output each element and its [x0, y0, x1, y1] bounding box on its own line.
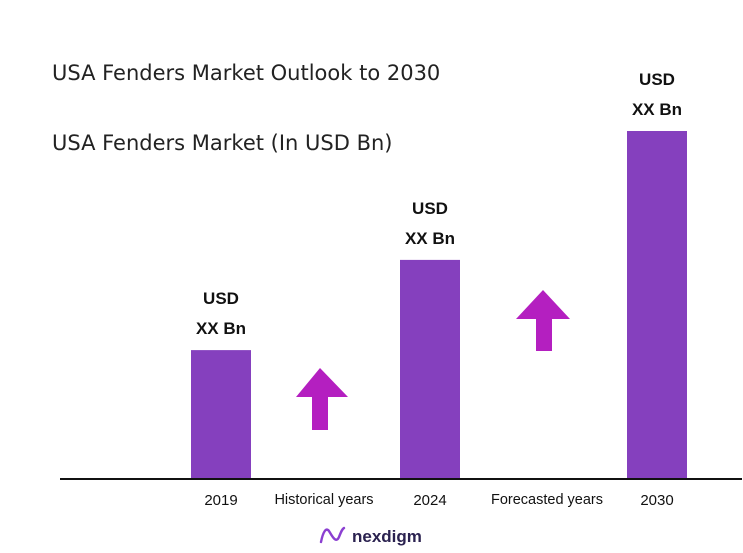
growth-arrow-forecast — [516, 290, 570, 351]
bar-value-label-2030-line2: XX Bn — [632, 100, 682, 119]
period-label-forecast: Forecasted years — [491, 492, 603, 508]
bar-value-label-2030-line1: USD — [639, 70, 675, 89]
chart-title: USA Fenders Market Outlook to 2030 — [52, 61, 440, 85]
x-tick-label-2024: 2024 — [413, 492, 446, 509]
bar-2019 — [191, 350, 251, 479]
value-labels-group: USD XX Bn USD XX Bn USD XX Bn — [196, 70, 682, 338]
bar-value-label-2019-line2: XX Bn — [196, 319, 246, 338]
growth-arrow-historical — [296, 368, 348, 430]
bar-value-label-2024-line2: XX Bn — [405, 229, 455, 248]
bar-value-label-2019-line1: USD — [203, 289, 239, 308]
nexdigm-logo-icon — [319, 526, 346, 544]
x-tick-labels-group: 2019 2024 2030 — [204, 492, 673, 509]
x-tick-label-2019: 2019 — [204, 492, 237, 509]
chart-subtitle: USA Fenders Market (In USD Bn) — [52, 131, 392, 155]
bars-group — [191, 131, 687, 479]
bar-2030 — [627, 131, 687, 479]
brand-logo: nexdigm — [319, 526, 422, 546]
bar-value-label-2024-line1: USD — [412, 199, 448, 218]
bar-2024 — [400, 259, 460, 479]
x-tick-label-2030: 2030 — [640, 492, 673, 509]
period-label-historical: Historical years — [274, 492, 373, 508]
brand-name: nexdigm — [352, 527, 422, 546]
growth-arrows — [296, 290, 570, 430]
